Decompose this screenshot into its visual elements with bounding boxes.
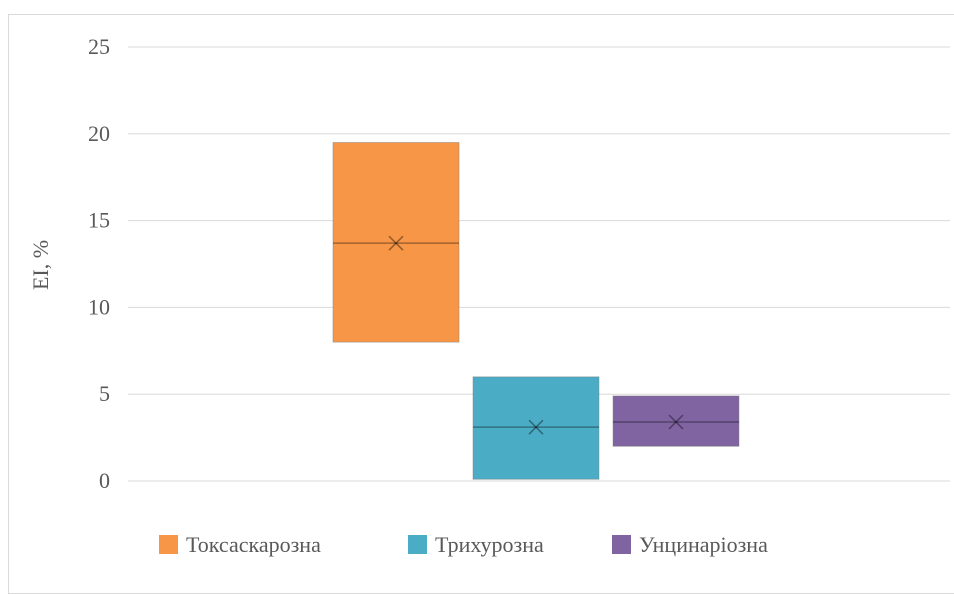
y-tick-label-10: 10 <box>88 294 110 319</box>
legend-label-3: Унцинаріозна <box>639 532 768 557</box>
y-tick-label-15: 15 <box>88 208 110 233</box>
legend: Токсаскарозна Трихурозна Унцинаріозна <box>159 532 768 557</box>
y-tick-label-0: 0 <box>99 468 110 493</box>
y-axis-ticks: 0 5 10 15 20 25 <box>88 34 110 493</box>
legend-item-3: Унцинаріозна <box>612 532 768 557</box>
mean-marker-1 <box>388 235 404 251</box>
legend-swatch-1 <box>159 535 178 554</box>
y-tick-label-25: 25 <box>88 34 110 59</box>
boxes <box>332 141 740 480</box>
mean-marker-3 <box>668 414 684 430</box>
legend-item-2: Трихурозна <box>408 532 544 557</box>
legend-label-1: Токсаскарозна <box>186 532 321 557</box>
mean-marker-2 <box>528 419 544 435</box>
legend-label-2: Трихурозна <box>435 532 544 557</box>
legend-swatch-3 <box>612 535 631 554</box>
box-3 <box>612 395 740 447</box>
box-body-2 <box>472 376 600 480</box>
legend-item-1: Токсаскарозна <box>159 532 321 557</box>
legend-swatch-2 <box>408 535 427 554</box>
box-body-3 <box>612 395 740 447</box>
box-2 <box>472 376 600 480</box>
y-tick-label-20: 20 <box>88 121 110 146</box>
box-1 <box>332 141 460 343</box>
box-body-1 <box>332 141 460 343</box>
y-axis-label: EI, % <box>28 240 53 290</box>
y-tick-label-5: 5 <box>99 381 110 406</box>
